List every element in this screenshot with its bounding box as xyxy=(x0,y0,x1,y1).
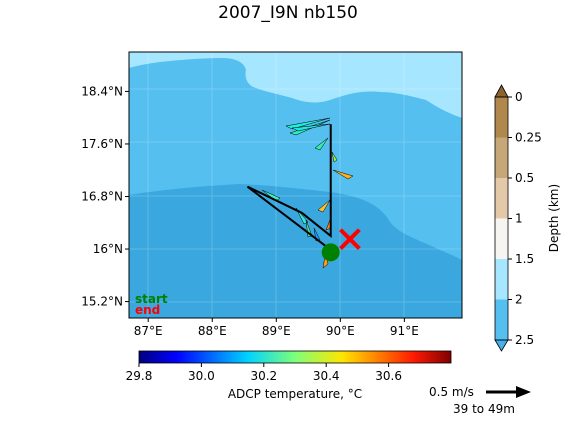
map-deep-basin xyxy=(129,184,462,318)
depth-colorbar-extend-bottom xyxy=(494,339,509,352)
depth-tick-label: 1.5 xyxy=(515,252,534,266)
temperature-tick-label: 29.8 xyxy=(126,369,153,383)
map-gridlines xyxy=(129,52,462,318)
temperature-tick-label: 30.4 xyxy=(313,369,340,383)
map-shelf xyxy=(129,52,462,118)
temperature-colorbar-label: ADCP temperature, °C xyxy=(228,387,362,401)
start-marker xyxy=(321,243,340,262)
temperature-colorbar xyxy=(138,350,452,364)
depth-colorbar-segment xyxy=(495,218,508,259)
start-legend-label: start xyxy=(135,292,168,306)
depth-tick-label: 2 xyxy=(515,293,523,307)
temperature-tick-label: 30.6 xyxy=(375,369,402,383)
depth-colorbar-label: Depth (km) xyxy=(547,184,561,252)
lat-tick-label: 17.6°N xyxy=(81,137,123,151)
longitude-axis: 87°E 88°E 89°E 90°E 91°E xyxy=(134,318,419,338)
depth-colorbar-segment xyxy=(495,97,508,138)
lat-tick-label: 16.8°N xyxy=(81,189,123,203)
depth-tick-label: 1 xyxy=(515,212,523,226)
vector-scale-depth-range: 39 to 49m xyxy=(453,402,515,416)
lat-tick-label: 18.4°N xyxy=(81,84,123,98)
temperature-tick-label: 30.2 xyxy=(250,369,277,383)
depth-colorbar-segment xyxy=(495,178,508,219)
lat-tick-label: 16°N xyxy=(93,242,123,256)
depth-colorbar-segment xyxy=(495,259,508,300)
end-legend-label: end xyxy=(135,303,160,317)
vector-scale-arrow-icon xyxy=(486,386,531,398)
map-panel xyxy=(129,52,462,318)
depth-colorbar-extend-top xyxy=(494,84,509,98)
temperature-colorbar-ticks: 29.8 30.0 30.2 30.4 30.6 xyxy=(126,363,402,383)
depth-colorbar-segment xyxy=(495,137,508,178)
end-marker xyxy=(339,228,361,251)
temperature-tick-label: 30.0 xyxy=(188,369,215,383)
depth-colorbar-segment xyxy=(495,299,508,340)
lon-tick-label: 89°E xyxy=(262,324,291,338)
vector-scale-speed: 0.5 m/s xyxy=(429,385,474,399)
lon-tick-label: 87°E xyxy=(134,324,163,338)
depth-tick-label: 0.25 xyxy=(515,131,542,145)
lon-tick-label: 88°E xyxy=(198,324,227,338)
ship-track xyxy=(246,124,335,254)
latitude-axis: 18.4°N 17.6°N 16.8°N 16°N 15.2°N xyxy=(81,84,129,309)
lon-tick-label: 91°E xyxy=(390,324,419,338)
depth-tick-label: 0 xyxy=(515,90,523,104)
figure-title: 2007_I9N nb150 xyxy=(218,3,358,23)
lon-tick-label: 90°E xyxy=(326,324,355,338)
map-frame xyxy=(128,51,463,319)
depth-tick-label: 0.5 xyxy=(515,171,534,185)
depth-tick-label: 2.5 xyxy=(515,333,534,347)
depth-colorbar: 0 0.25 0.5 1 1.5 2 2.5 xyxy=(494,84,542,352)
lat-tick-label: 15.2°N xyxy=(81,295,123,309)
